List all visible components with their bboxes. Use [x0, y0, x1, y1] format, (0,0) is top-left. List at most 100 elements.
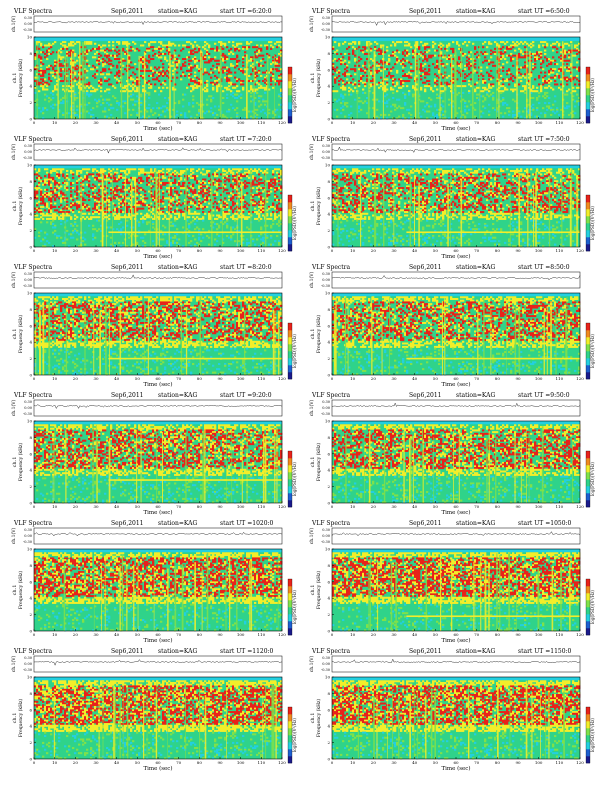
- spectrogram-cell: [436, 61, 439, 64]
- spectrogram-cell: [366, 96, 369, 99]
- spectrogram-cell: [192, 86, 195, 89]
- spectrogram-cell: [208, 180, 211, 183]
- spectrogram-cell: [214, 56, 217, 59]
- spectrogram-cell: [110, 59, 113, 62]
- spectrogram-cell: [50, 204, 53, 207]
- spectrogram-cell: [244, 168, 247, 171]
- spectrogram-cell: [260, 211, 263, 214]
- spectrogram-cell: [236, 112, 239, 115]
- spectrogram-cell: [158, 80, 161, 83]
- spectrogram-cell: [136, 90, 139, 93]
- spectrogram-cell: [204, 69, 207, 72]
- spectrogram-cell: [202, 173, 205, 176]
- spectrogram-cell: [406, 54, 409, 57]
- spectrogram-cell: [168, 168, 171, 171]
- spectrogram-cell: [94, 216, 97, 219]
- spectrogram-cell: [388, 98, 391, 101]
- spectrogram-cell: [242, 88, 245, 91]
- spectrogram-cell: [530, 71, 533, 74]
- spectrogram-cell: [534, 59, 537, 62]
- spectrogram-cell: [440, 85, 443, 88]
- spectrogram-cell: [36, 202, 39, 205]
- spectrogram-cell: [148, 175, 151, 178]
- spectrogram-cell: [204, 68, 207, 71]
- spectrogram-cell: [218, 183, 221, 186]
- spectrogram-cell: [274, 63, 277, 66]
- spectrogram-cell: [104, 76, 107, 79]
- spectrogram-cell: [428, 85, 431, 88]
- spectrogram-cell: [72, 78, 75, 81]
- spectrogram-cell: [538, 58, 541, 61]
- spectrogram-cell: [362, 51, 365, 54]
- spectrogram-cell: [524, 91, 527, 94]
- spectrogram-cell: [210, 100, 213, 103]
- spectrogram-cell: [184, 169, 187, 172]
- spectrogram-cell: [190, 169, 193, 172]
- spectrogram-cell: [112, 202, 115, 205]
- spectrogram-cell: [214, 200, 217, 203]
- spectrogram-cell: [576, 52, 579, 55]
- spectrogram-cell: [142, 56, 145, 59]
- spectrogram-cell: [434, 54, 437, 57]
- spectrogram-cell: [44, 107, 47, 110]
- spectrogram-cell: [244, 54, 247, 57]
- spectrogram-cell: [476, 86, 479, 89]
- spectrogram-cell: [522, 42, 525, 45]
- spectrogram-cell: [380, 69, 383, 72]
- spectrogram-cell: [392, 80, 395, 83]
- spectrogram-cell: [212, 64, 215, 67]
- spectrogram-cell: [182, 214, 185, 217]
- spectrogram-cell: [144, 217, 147, 220]
- spectrogram-cell: [136, 76, 139, 79]
- spectrogram-cell: [228, 85, 231, 88]
- spectrogram-cell: [80, 105, 83, 108]
- spectrogram-cell: [512, 44, 515, 47]
- spectrogram-cell: [38, 107, 41, 110]
- spectrogram-cell: [252, 193, 255, 196]
- spectrogram-cell: [206, 98, 209, 101]
- spectrogram-cell: [64, 41, 67, 44]
- spectrogram-cell: [254, 83, 257, 86]
- spectrogram-cell: [40, 68, 43, 71]
- spectrogram-cell: [154, 205, 157, 208]
- spectrogram-cell: [90, 85, 93, 88]
- spectrogram-cell: [74, 214, 77, 217]
- spectrogram-cell: [166, 211, 169, 214]
- spectrogram-cell: [54, 41, 57, 44]
- spectrogram-cell: [152, 180, 155, 183]
- spectrogram-cell: [402, 74, 405, 77]
- spectrogram-cell: [68, 233, 71, 236]
- spectrogram-cell: [536, 98, 539, 101]
- spectrogram-cell: [166, 168, 169, 171]
- spectrogram-cell: [170, 216, 173, 219]
- spectrogram-cell: [132, 178, 135, 181]
- spectrogram-cell: [568, 113, 571, 116]
- spectrogram-cell: [96, 211, 99, 214]
- spectrogram-cell: [142, 221, 145, 224]
- spectrogram-cell: [334, 76, 337, 79]
- spectrogram-cell: [424, 58, 427, 61]
- spectrogram-cell: [408, 61, 411, 64]
- spectrogram-cell: [146, 171, 149, 174]
- spectrogram-cell: [126, 85, 129, 88]
- spectrogram-cell: [254, 176, 257, 179]
- spectrogram-cell: [452, 68, 455, 71]
- spectrogram-cell: [260, 181, 263, 184]
- spectrogram-cell: [400, 83, 403, 86]
- spectrogram-cell: [334, 51, 337, 54]
- spectrogram-cell: [532, 107, 535, 110]
- spectrogram-cell: [194, 176, 197, 179]
- spectrogram-cell: [160, 41, 163, 44]
- spectrogram-cell: [230, 238, 233, 241]
- spectrogram-cell: [76, 192, 79, 195]
- spectrogram-cell: [114, 76, 117, 79]
- spectrogram-cell: [94, 211, 97, 214]
- spectrogram-cell: [464, 117, 467, 120]
- spectrogram-cell: [280, 95, 283, 98]
- spectrogram-cell: [242, 181, 245, 184]
- spectrogram-cell: [340, 52, 343, 55]
- spectrogram-cell: [524, 56, 527, 59]
- spectrogram-cell: [42, 205, 45, 208]
- spectrogram-cell: [222, 102, 225, 105]
- spectrogram-cell: [242, 175, 245, 178]
